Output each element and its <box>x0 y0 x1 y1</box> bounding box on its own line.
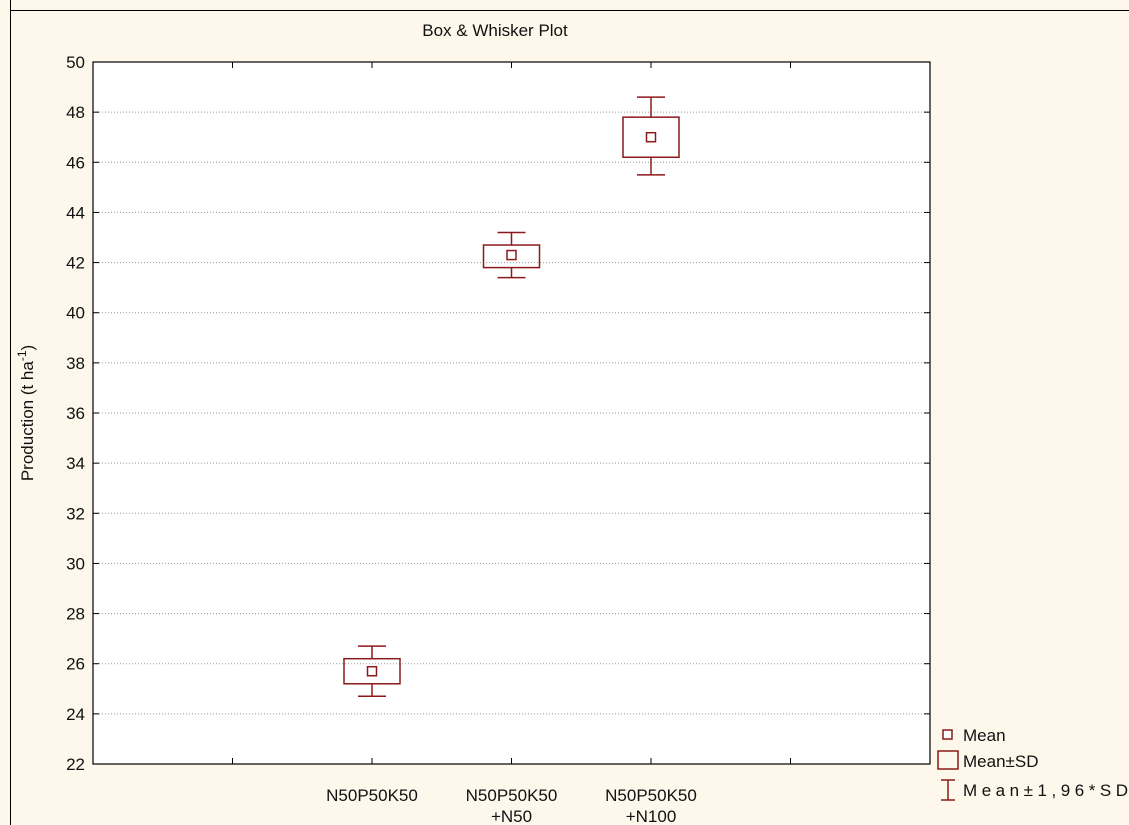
x-axis-ticks <box>232 62 791 764</box>
y-tick-label: 22 <box>66 755 85 774</box>
box-group <box>482 231 541 279</box>
y-tick-label: 26 <box>66 655 85 674</box>
legend: Mean Mean±SD Mean±1,96*SD <box>937 726 1128 801</box>
y-axis-label-close: ) <box>18 345 37 351</box>
y-tick-label: 28 <box>66 605 85 624</box>
box-group <box>622 96 680 176</box>
frame-left-border <box>10 0 11 825</box>
box-series <box>343 96 680 698</box>
category-label-line2: +N100 <box>626 807 677 825</box>
y-tick-label: 46 <box>66 153 85 172</box>
y-tick-label: 50 <box>66 53 85 72</box>
category-labels: N50P50K50 N50P50K50 +N50 N50P50K50 +N100 <box>326 786 697 825</box>
frame-top-border <box>10 10 1129 11</box>
legend-mean-icon <box>942 729 953 740</box>
y-tick-label: 40 <box>66 304 85 323</box>
y-tick-label: 38 <box>66 354 85 373</box>
y-axis-label-superscript: -1 <box>15 350 29 361</box>
chart-title: Box & Whisker Plot <box>422 21 568 40</box>
legend-label: Mean <box>963 726 1006 745</box>
y-tick-label: 30 <box>66 554 85 573</box>
y-tick-label: 24 <box>66 705 85 724</box>
sd-box <box>343 657 401 685</box>
y-axis-label: Production (t ha-1) <box>15 345 37 481</box>
box-group <box>343 645 401 698</box>
plot-border <box>92 61 931 765</box>
category-label-line2: +N50 <box>491 807 532 825</box>
sd-box <box>622 116 680 159</box>
legend-sd-icon <box>937 750 959 770</box>
mean-marker <box>645 131 657 143</box>
plot-area <box>93 62 930 764</box>
category-label-line1: N50P50K50 <box>605 786 697 805</box>
category-label-line1: N50P50K50 <box>326 786 418 805</box>
y-tick-label: 36 <box>66 404 85 423</box>
sd-box <box>482 244 541 269</box>
y-tick-label: 32 <box>66 504 85 523</box>
legend-label: Mean±SD <box>963 752 1038 771</box>
y-tick-label: 42 <box>66 254 85 273</box>
legend-label: Mean±1,96*SD <box>963 781 1128 800</box>
y-tick-label: 34 <box>66 454 85 473</box>
y-tick-label: 44 <box>66 203 85 222</box>
y-axis-label-main: Production (t ha <box>18 361 37 482</box>
y-axis-ticks: 22 24 26 28 30 32 34 36 38 40 42 44 46 48 50 <box>66 53 930 774</box>
mean-marker <box>366 665 378 677</box>
category-label-line1: N50P50K50 <box>466 786 558 805</box>
mean-marker <box>506 249 517 261</box>
y-tick-label: 48 <box>66 103 85 122</box>
